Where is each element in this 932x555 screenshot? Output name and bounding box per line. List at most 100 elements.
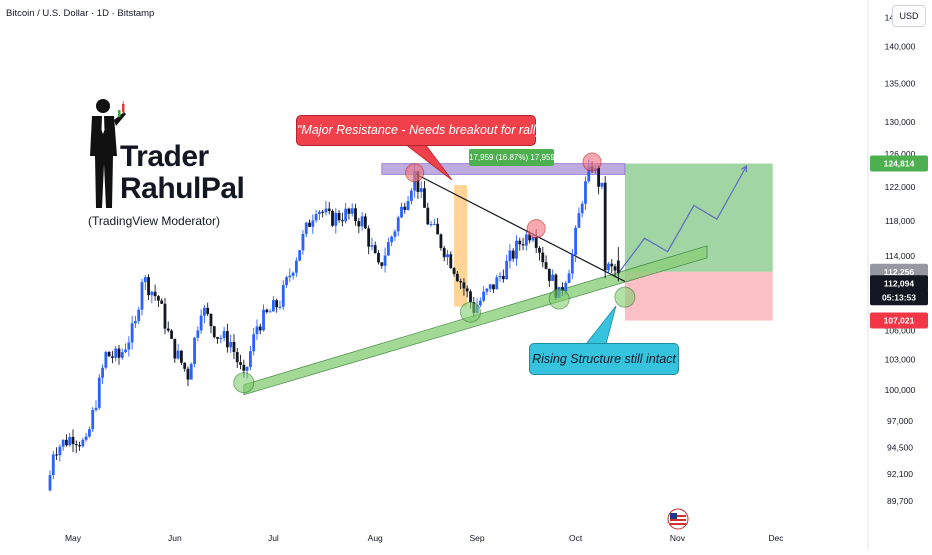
candle-body — [508, 250, 512, 261]
candle-body — [61, 439, 65, 447]
candle-body — [65, 439, 68, 446]
candle-body — [554, 274, 558, 298]
candle-body — [492, 284, 495, 290]
candle-body — [570, 254, 574, 274]
resistance-touch-marker — [405, 163, 425, 183]
candle-body — [199, 315, 203, 331]
candle-body — [173, 338, 177, 359]
candle-body — [564, 282, 568, 292]
candle-body — [488, 284, 492, 289]
candle-body — [334, 212, 338, 226]
candle-body — [607, 263, 610, 271]
stop-price-badge: 107,021 — [884, 316, 915, 326]
candle-body — [462, 282, 466, 289]
candle-body — [386, 242, 390, 256]
candle-body — [130, 323, 134, 343]
candle-body — [101, 367, 104, 378]
y-tick-label: 130,000 — [885, 117, 916, 127]
candle-body — [544, 262, 548, 269]
candle-body — [393, 231, 397, 237]
businessman-silhouette-icon — [90, 99, 126, 208]
candle-body — [232, 341, 236, 353]
candle-body — [94, 407, 98, 410]
candle-body — [482, 291, 486, 301]
candle-body — [436, 223, 440, 235]
candle-body — [344, 208, 348, 222]
candle-body — [600, 182, 604, 187]
candle-body — [528, 234, 532, 241]
x-tick-label: May — [65, 533, 82, 543]
projected-path-arrowhead — [741, 165, 748, 173]
candle-body — [150, 291, 154, 296]
candle-body — [209, 313, 213, 327]
candle-body — [400, 206, 403, 218]
current-price-badge-bg — [870, 275, 928, 292]
y-tick-label: 89,700 — [887, 496, 913, 506]
candle-body — [373, 245, 377, 253]
candle-body — [206, 307, 210, 314]
candle-body — [327, 208, 331, 211]
candle-body — [419, 188, 423, 192]
candle-body — [242, 364, 246, 371]
candle-body — [308, 222, 311, 227]
candle-body — [278, 306, 282, 308]
candle-body — [229, 341, 233, 348]
us-flag-event-icon[interactable] — [667, 508, 689, 530]
candle-body — [111, 356, 114, 358]
candle-body — [117, 348, 121, 358]
y-tick-label: 118,000 — [885, 216, 915, 226]
support-touch-marker — [614, 286, 636, 308]
candle-body — [170, 330, 173, 339]
candle-body — [505, 260, 509, 280]
candle-body — [367, 228, 371, 247]
countdown-badge-bg — [870, 289, 928, 306]
x-tick-label: Jul — [268, 533, 279, 543]
projected-path — [617, 165, 747, 274]
candle-body — [587, 166, 591, 182]
resistance-callout: "Major Resistance - Needs breakout for r… — [296, 115, 546, 146]
candle-body — [104, 351, 108, 368]
logo-line-name: RahulPal — [120, 172, 245, 205]
y-tick-label: 126,000 — [885, 149, 916, 159]
candle-body — [68, 436, 72, 446]
candle-body — [446, 254, 449, 258]
resistance-touch-marker — [582, 152, 602, 172]
candle-body — [255, 326, 259, 335]
stop-price-badge-bg — [870, 312, 928, 329]
candle-body — [212, 326, 216, 338]
candle-body — [163, 303, 167, 329]
candle-body — [262, 309, 265, 331]
candle-body — [531, 237, 535, 241]
y-tick-label: 92,100 — [887, 469, 913, 479]
candle-body — [143, 277, 147, 283]
candle-body — [160, 300, 164, 304]
candle-body — [265, 309, 269, 313]
candle-body — [180, 350, 183, 363]
candle-body — [521, 244, 525, 246]
candle-body — [511, 250, 515, 259]
y-tick-label: 103,000 — [885, 355, 916, 365]
candle-body — [383, 255, 387, 266]
candle-body — [442, 248, 446, 258]
candle-body — [258, 326, 262, 331]
candle-body — [432, 223, 436, 225]
candle-body — [134, 321, 137, 324]
candle-body — [248, 351, 252, 367]
current-price-badge: 112,094 — [884, 278, 915, 288]
y-tick-label: 122,000 — [885, 182, 916, 192]
candle-body — [396, 217, 400, 232]
currency-button[interactable]: USD — [892, 5, 926, 27]
symbol-title[interactable]: Bitcoin / U.S. Dollar · 1D · Bitstamp — [6, 8, 155, 19]
candle-body — [196, 330, 200, 338]
y-tick-label: 114,000 — [885, 251, 915, 261]
support-callout: Rising Structure still intact — [529, 343, 679, 375]
candle-body — [58, 446, 62, 456]
x-tick-label: Oct — [569, 533, 583, 543]
candle-body — [81, 439, 85, 447]
candle-body — [331, 210, 334, 226]
candle-body — [203, 307, 206, 316]
candle-body — [449, 254, 453, 269]
candle-body — [91, 409, 95, 430]
